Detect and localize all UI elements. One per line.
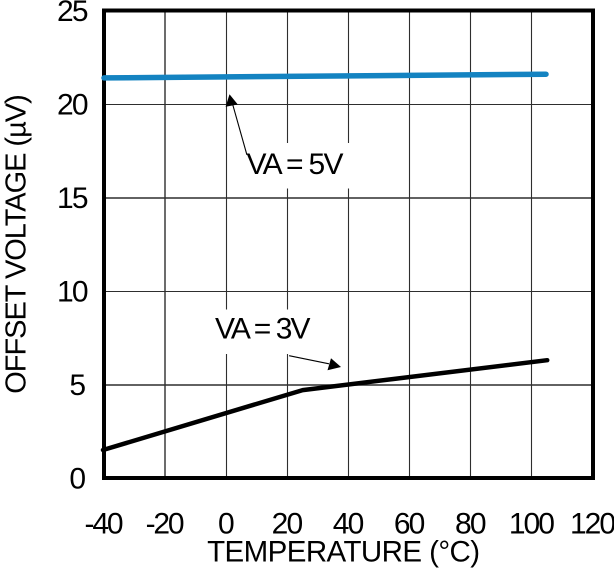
svg-text:VA = 5V: VA = 5V [247,148,344,181]
svg-text:TEMPERATURE (°C): TEMPERATURE (°C) [207,536,480,569]
svg-text:80: 80 [455,507,487,540]
svg-text:5: 5 [69,369,86,402]
svg-text:120: 120 [570,507,614,540]
svg-text:25: 25 [57,0,89,28]
svg-text:20: 20 [57,88,89,121]
svg-text:VA = 3V: VA = 3V [215,312,311,345]
svg-text:20: 20 [272,507,304,540]
svg-text:40: 40 [333,507,365,540]
svg-text:100: 100 [509,507,555,540]
svg-text:60: 60 [394,507,426,540]
svg-text:15: 15 [57,182,89,215]
svg-text:OFFSET VOLTAGE (µV): OFFSET VOLTAGE (µV) [1,94,33,394]
svg-text:-40: -40 [85,507,124,540]
svg-text:0: 0 [218,507,235,540]
svg-text:0: 0 [69,462,86,495]
svg-text:10: 10 [57,275,89,308]
svg-text:-20: -20 [146,507,185,540]
